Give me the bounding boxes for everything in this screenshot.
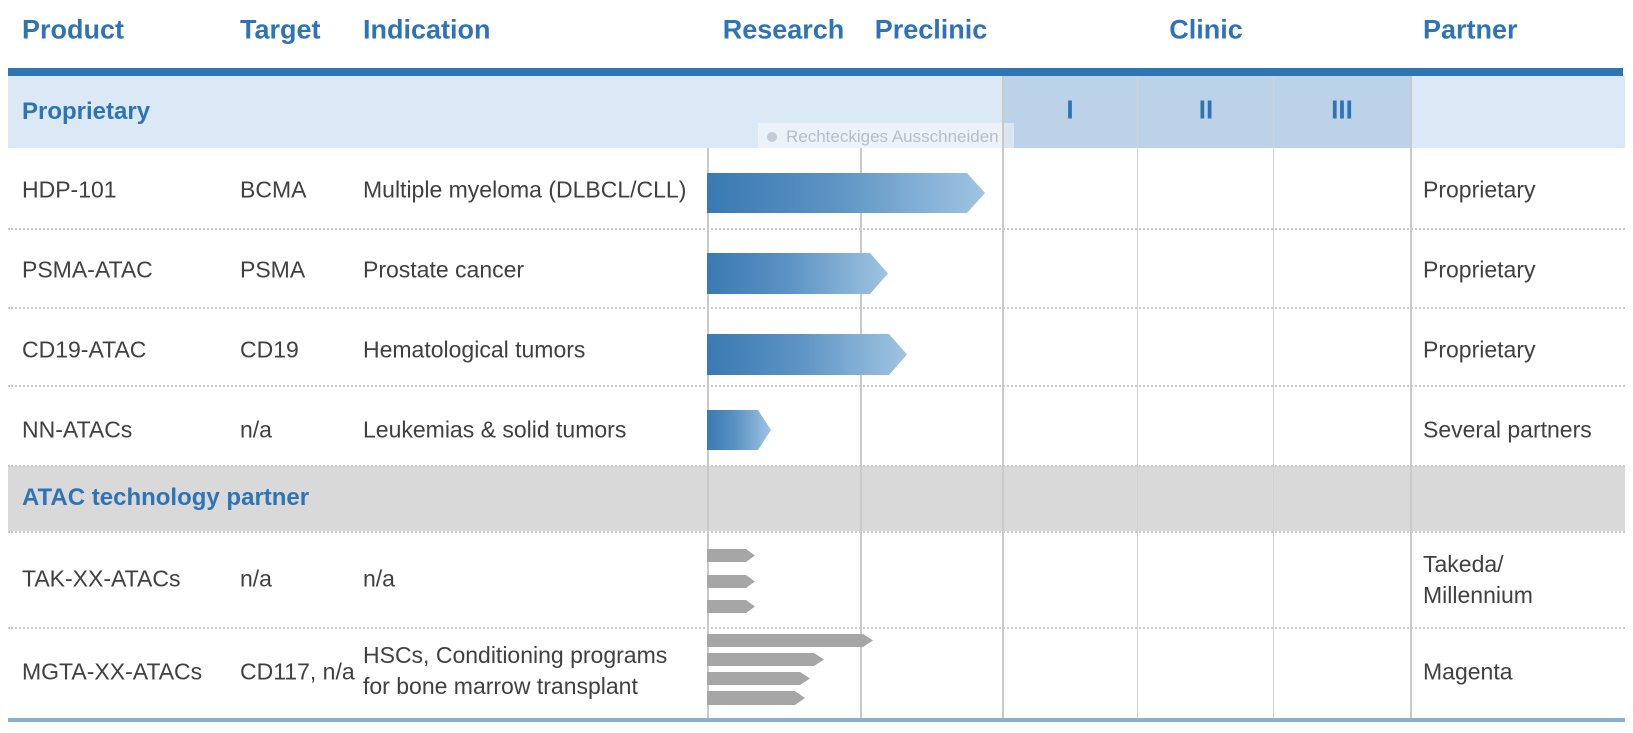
column-header-indication: Indication (363, 14, 491, 45)
partner-stage-bar (707, 672, 810, 685)
header-rule (8, 68, 1623, 76)
clinic-phase-2-label: II (1198, 94, 1214, 125)
partner-stage-bar (707, 653, 824, 666)
partner-cell: Proprietary (1423, 176, 1536, 203)
stage-progress-arrow (707, 253, 888, 294)
snip-tooltip: Rechteckiges Ausschneiden (758, 123, 1014, 150)
row-separator (8, 531, 1625, 533)
snip-tooltip-label: Rechteckiges Ausschneiden (786, 126, 999, 146)
row-separator (8, 228, 1625, 230)
atac-partner-section-band (8, 466, 1625, 531)
product-cell: HDP-101 (22, 176, 117, 203)
partner-cell: Proprietary (1423, 336, 1536, 363)
target-cell: n/a (240, 565, 272, 592)
bottom-rule (8, 718, 1625, 722)
indication-cell: Hematological tumors (363, 336, 586, 363)
product-cell: PSMA-ATAC (22, 256, 153, 283)
section-label-proprietary: Proprietary (22, 98, 151, 125)
partner-cell: Takeda/ Millennium (1423, 549, 1533, 611)
indication-cell: Leukemias & solid tumors (363, 416, 627, 443)
indication-line: HSCs, Conditioning programs (363, 641, 668, 668)
row-separator (8, 627, 1625, 629)
section-label-atac-partner: ATAC technology partner (22, 484, 310, 511)
column-header-preclinic: Preclinic (874, 14, 988, 45)
indication-cell: Multiple myeloma (DLBCL/CLL) (363, 176, 687, 203)
partner-stage-bar (707, 549, 755, 562)
grid-line-partner-start (1410, 76, 1412, 718)
column-header-research: Research (722, 14, 845, 45)
partner-cell: Several partners (1423, 416, 1592, 443)
indication-cell: Prostate cancer (363, 256, 525, 283)
partner-line: Millennium (1423, 582, 1533, 608)
row-separator (8, 307, 1625, 309)
partner-stage-bar (707, 691, 805, 705)
clinic-phase-shading (1002, 76, 1410, 148)
target-cell: CD19 (240, 336, 299, 363)
snip-bullet-icon (767, 131, 777, 142)
stage-progress-arrow (707, 410, 771, 450)
stage-progress-arrow (707, 173, 985, 213)
product-cell: MGTA-XX-ATACs (22, 658, 203, 685)
partner-cell: Proprietary (1423, 256, 1536, 283)
partner-stage-bar (707, 634, 873, 647)
product-cell: TAK-XX-ATACs (22, 565, 181, 592)
partner-stage-bar (707, 575, 755, 588)
target-cell: n/a (240, 416, 272, 443)
partner-line: Takeda/ (1423, 550, 1504, 577)
column-header-partner: Partner (1423, 14, 1518, 45)
clinic-phase-1-label: I (1066, 94, 1074, 125)
row-separator (8, 385, 1625, 387)
column-header-clinic: Clinic (1169, 14, 1243, 45)
column-header-product: Product (22, 14, 125, 45)
indication-cell: HSCs, Conditioning programs for bone mar… (363, 640, 667, 702)
partner-stage-bar (707, 600, 755, 613)
indication-cell: n/a (363, 565, 395, 592)
grid-line-clinic3-start (1273, 76, 1274, 718)
product-cell: NN-ATACs (22, 416, 133, 443)
clinic-phase-3-label: III (1331, 94, 1353, 125)
grid-line-clinic1-start (1002, 76, 1004, 718)
partner-cell: Magenta (1423, 658, 1513, 685)
row-separator (8, 465, 1625, 467)
column-header-target: Target (240, 14, 321, 45)
product-cell: CD19-ATAC (22, 336, 147, 363)
grid-line-clinic2-start (1137, 76, 1138, 718)
grid-line-preclinic-start (860, 148, 862, 718)
indication-line: for bone marrow transplant (363, 673, 638, 699)
target-cell: BCMA (240, 176, 307, 203)
target-cell: CD117, n/a (240, 658, 355, 685)
target-cell: PSMA (240, 256, 306, 283)
stage-progress-arrow (707, 334, 907, 375)
